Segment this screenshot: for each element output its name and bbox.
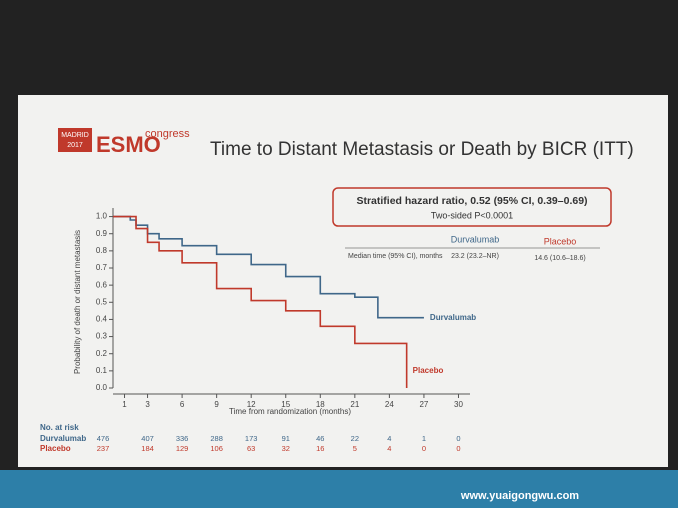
at-risk-value: 4 [387, 434, 391, 443]
at-risk-value: 46 [316, 434, 324, 443]
at-risk-value: 16 [316, 444, 324, 453]
at-risk-value: 22 [351, 434, 359, 443]
at-risk-value: 91 [282, 434, 290, 443]
p-value: Two-sided P<0.0001 [431, 210, 513, 220]
at-risk-value: 407 [141, 434, 154, 443]
at-risk-value: 106 [210, 444, 223, 453]
at-risk-title: No. at risk [40, 423, 79, 432]
at-risk-value: 4 [387, 444, 391, 453]
at-risk-value: 0 [422, 444, 426, 453]
median-row-label: Median time (95% CI), months [348, 253, 443, 260]
y-tick-label: 0.7 [96, 263, 108, 272]
logo-year: 2017 [67, 142, 83, 149]
y-tick-label: 0.3 [96, 332, 108, 341]
median-header: Placebo [544, 236, 577, 246]
y-tick-label: 1.0 [96, 212, 108, 221]
logo-city: MADRID [61, 132, 89, 139]
at-risk-name: Placebo [40, 444, 71, 453]
x-tick-label: 27 [419, 400, 428, 409]
at-risk-value: 237 [97, 444, 110, 453]
series-label: Placebo [413, 366, 444, 375]
chart-title: Time to Distant Metastasis or Death by B… [210, 139, 634, 160]
median-value: 14.6 (10.6–18.6) [534, 255, 585, 262]
y-tick-label: 0.2 [96, 349, 108, 358]
x-tick-label: 21 [350, 400, 359, 409]
at-risk-value: 184 [141, 444, 154, 453]
at-risk-value: 5 [353, 444, 357, 453]
x-tick-label: 30 [454, 400, 463, 409]
y-tick-label: 0.5 [96, 297, 108, 306]
at-risk-value: 0 [456, 444, 460, 453]
at-risk-value: 32 [282, 444, 290, 453]
x-tick-label: 12 [247, 400, 256, 409]
y-tick-label: 0.1 [96, 366, 108, 375]
y-tick-label: 0.4 [96, 315, 108, 324]
watermark: www.yuaigongwu.com [460, 490, 579, 502]
x-tick-label: 1 [122, 400, 127, 409]
x-tick-label: 3 [145, 400, 150, 409]
slide [18, 95, 668, 467]
y-tick-label: 0.9 [96, 229, 108, 238]
at-risk-value: 173 [245, 434, 258, 443]
x-tick-label: 15 [281, 400, 290, 409]
x-tick-label: 24 [385, 400, 394, 409]
median-value: 23.2 (23.2–NR) [451, 253, 499, 260]
x-tick-label: 9 [214, 400, 219, 409]
y-tick-label: 0.8 [96, 246, 108, 255]
logo-brand: ESMO [96, 132, 161, 157]
y-axis-label: Probability of death or distant metastas… [73, 230, 82, 374]
hazard-box [332, 187, 612, 227]
y-tick-label: 0.6 [96, 280, 108, 289]
x-axis-label: Time from randomization (months) [229, 407, 351, 416]
at-risk-value: 476 [97, 434, 110, 443]
at-risk-value: 1 [422, 434, 426, 443]
series-label: Durvalumab [430, 313, 476, 322]
x-tick-label: 6 [180, 400, 185, 409]
median-header: Durvalumab [451, 234, 500, 244]
x-tick-label: 18 [316, 400, 325, 409]
hazard-ratio: Stratified hazard ratio, 0.52 (95% CI, 0… [356, 195, 587, 207]
at-risk-name: Durvalumab [40, 434, 86, 443]
screen-strip [0, 470, 678, 508]
km-curve [113, 215, 408, 388]
at-risk-value: 63 [247, 444, 255, 453]
at-risk-value: 129 [176, 444, 189, 453]
at-risk-value: 336 [176, 434, 189, 443]
at-risk-value: 288 [210, 434, 223, 443]
y-tick-label: 0.0 [96, 383, 108, 392]
logo-suffix: congress [145, 128, 190, 140]
at-risk-value: 0 [456, 434, 460, 443]
logo-box [58, 128, 92, 152]
